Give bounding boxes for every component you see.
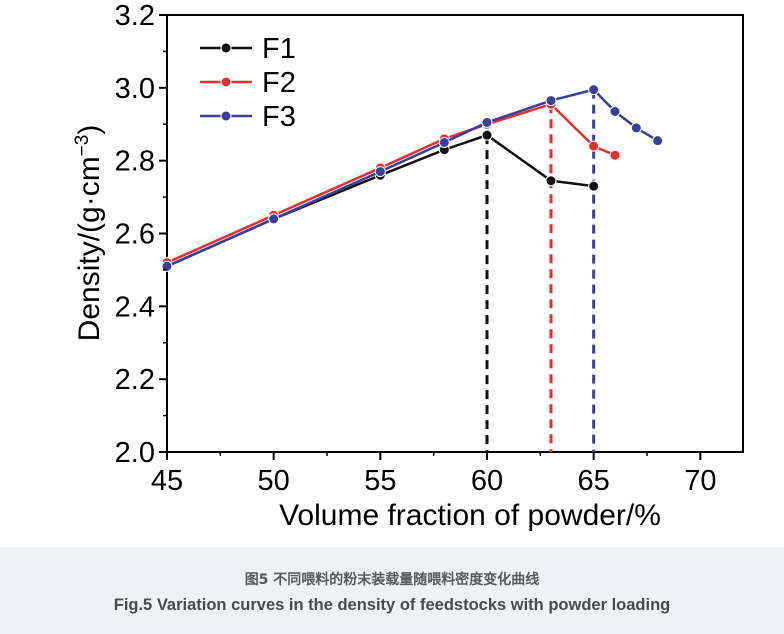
x-tick-label: 60 (471, 465, 503, 497)
legend-marker (220, 76, 232, 88)
legend-marker (220, 110, 232, 122)
data-point (268, 213, 280, 225)
data-point (652, 135, 664, 147)
data-point (588, 180, 600, 192)
y-tick-label: 3.0 (115, 73, 155, 105)
legend-marker (220, 42, 232, 54)
x-tick-label: 55 (364, 465, 396, 497)
caption-panel (0, 547, 784, 634)
data-point (374, 166, 386, 178)
y-axis-title-sup: −3 (72, 135, 93, 157)
plot-frame (166, 14, 744, 453)
data-point (609, 106, 621, 118)
legend-item-f1: F1 (200, 33, 296, 65)
legend-label: F2 (262, 67, 296, 99)
x-tick-label: 70 (684, 465, 716, 497)
legend-item-f3: F3 (200, 101, 296, 133)
data-point (609, 149, 621, 161)
reference-lines (485, 89, 596, 452)
series-line (166, 133, 594, 268)
x-axis-title: Volume fraction of powder/% (279, 499, 661, 532)
y-axis-title-close: ) (73, 125, 106, 135)
x-axis-ticks: 45 50 55 60 65 70 (151, 452, 716, 497)
data-point (588, 84, 600, 96)
density-chart: 45 50 55 60 65 70 2.0 2.2 2.4 2.6 2.8 3.0 3.2 Volum… (72, 0, 744, 532)
y-tick-label: 2.2 (115, 364, 155, 396)
series-f1 (161, 129, 600, 272)
x-tick-label: 45 (151, 465, 183, 497)
data-point (545, 95, 557, 107)
data-point (481, 129, 493, 141)
series-line (166, 88, 659, 268)
y-tick-label: 2.0 (115, 437, 155, 469)
data-point (438, 136, 450, 148)
series-layer (161, 84, 664, 272)
legend-label: F3 (262, 101, 296, 133)
data-point (588, 140, 600, 152)
data-point (161, 260, 173, 272)
y-axis-title: Density/(g·cm−3) (72, 125, 106, 342)
data-point (481, 116, 493, 128)
data-point (545, 175, 557, 187)
y-axis-title-main: Density/(g·cm (73, 156, 106, 341)
legend-label: F1 (262, 33, 296, 65)
data-point (630, 122, 642, 134)
y-tick-label: 2.4 (115, 291, 155, 323)
x-tick-label: 65 (578, 465, 610, 497)
x-tick-label: 50 (258, 465, 290, 497)
series-f3 (161, 84, 664, 272)
y-axis-ticks: 2.0 2.2 2.4 2.6 2.8 3.0 3.2 (115, 0, 167, 469)
y-tick-label: 2.6 (115, 219, 155, 251)
figure-caption-english: Fig.5 Variation curves in the density of… (113, 596, 671, 614)
legend-item-f2: F2 (200, 67, 296, 99)
figure-caption-chinese: 图5 不同喂料的粉末装载量随喂料密度变化曲线 (244, 572, 540, 588)
y-tick-label: 3.2 (115, 0, 155, 32)
y-tick-label: 2.8 (115, 146, 155, 178)
